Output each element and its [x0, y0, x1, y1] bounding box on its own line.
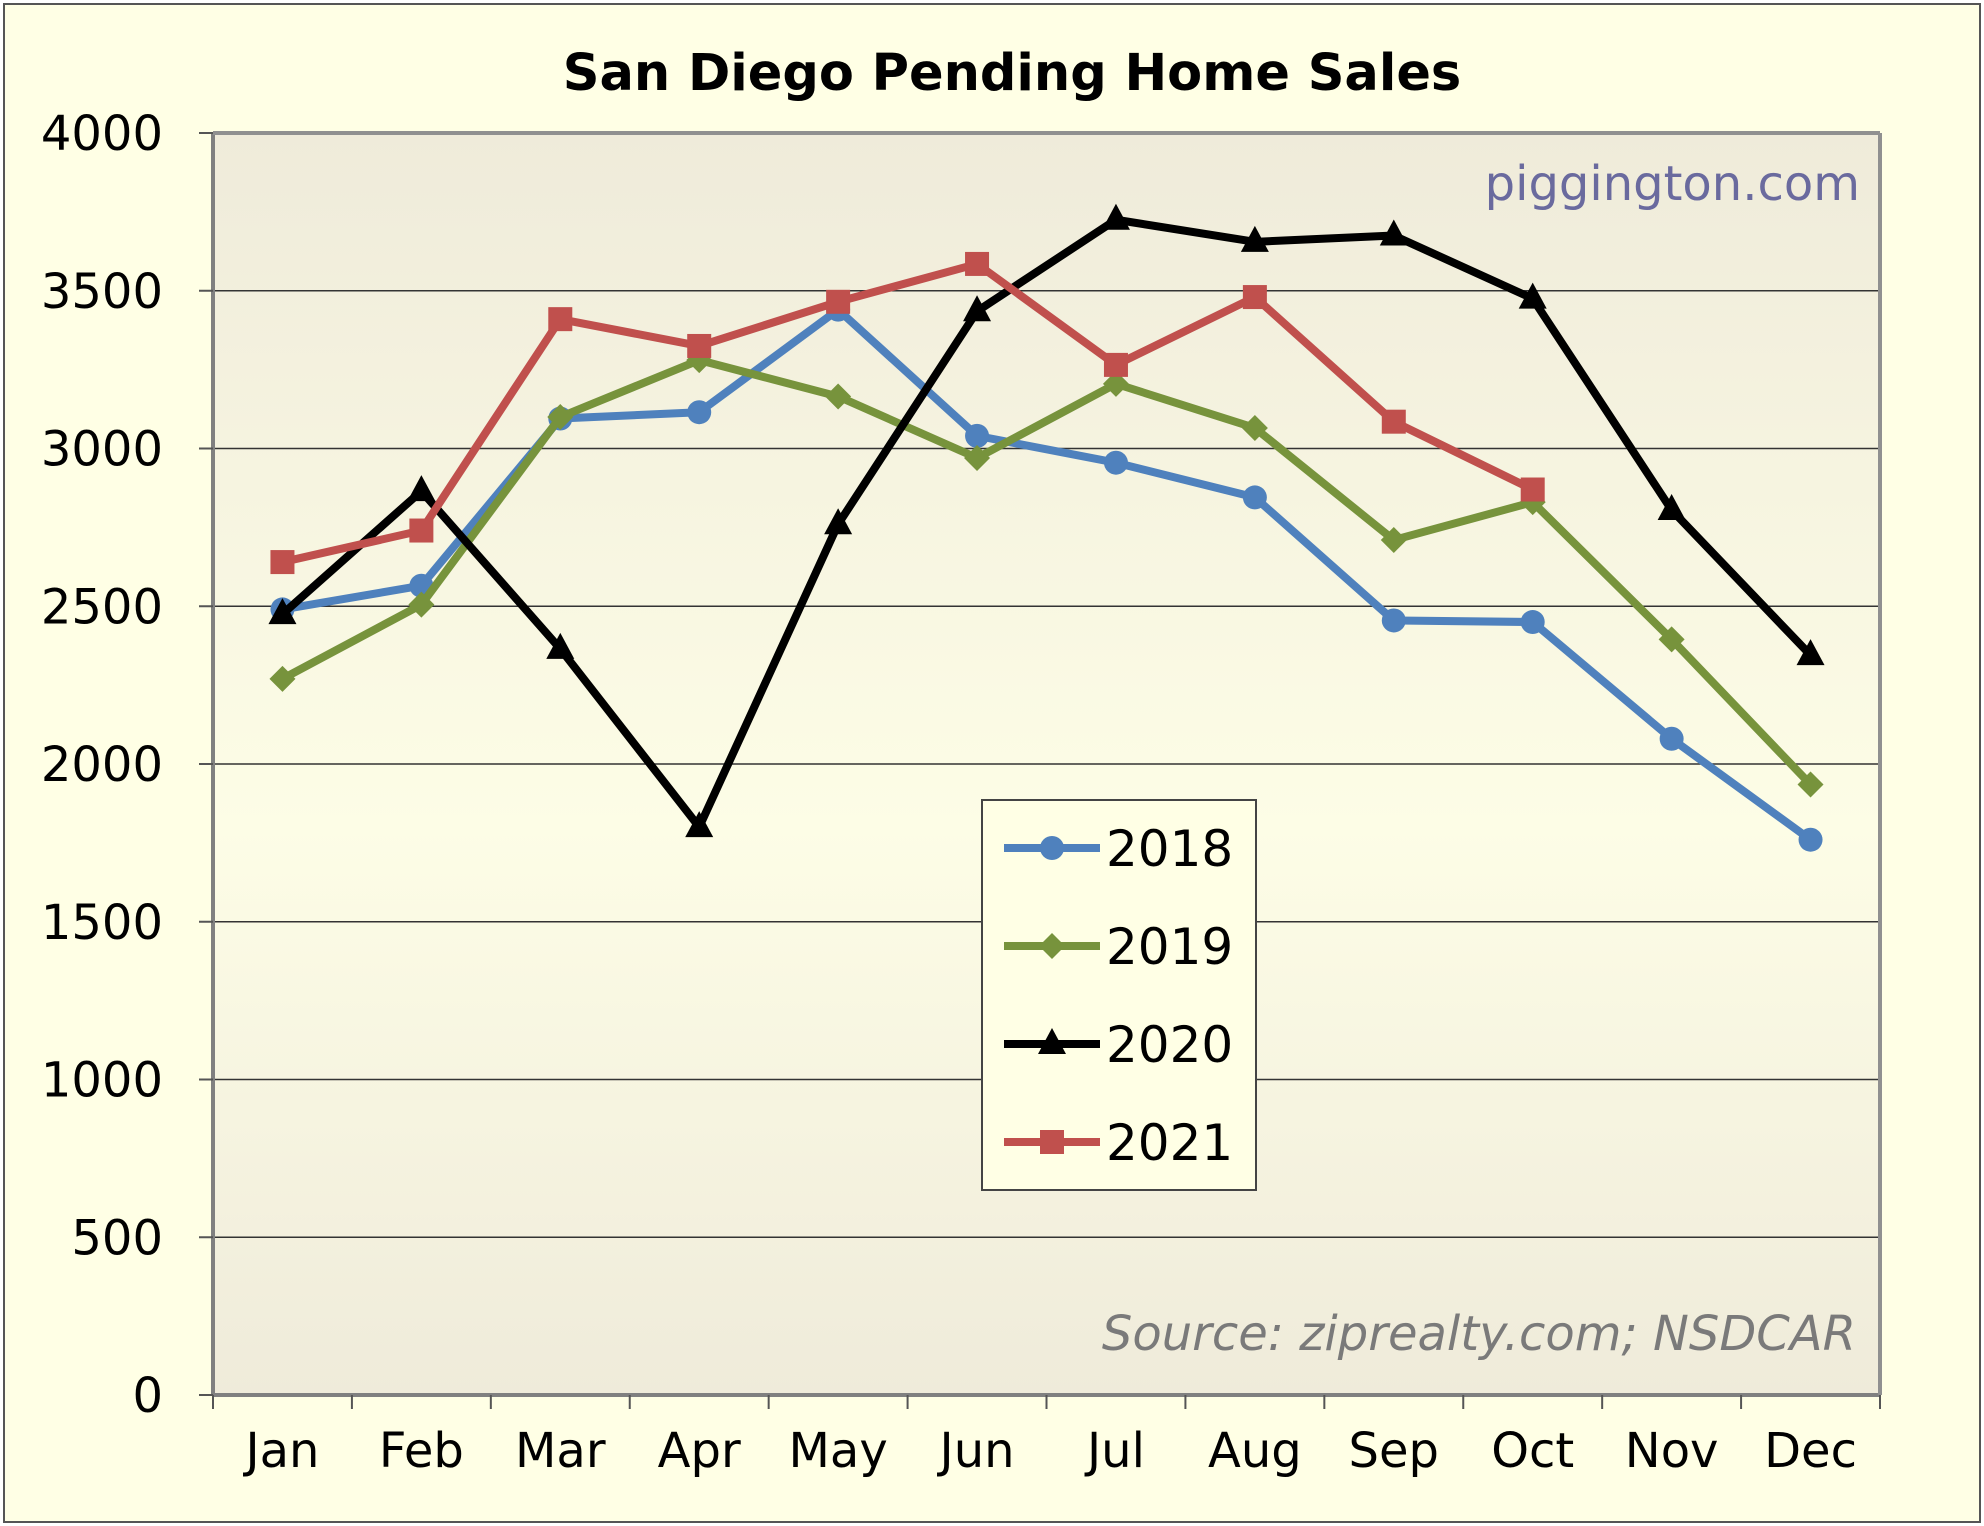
x-tick-label: May [789, 1423, 888, 1479]
x-tick-label: Sep [1349, 1423, 1439, 1479]
data-point-2021 [965, 251, 990, 276]
x-tick-label: Apr [658, 1423, 741, 1479]
data-point-2021 [1242, 285, 1267, 310]
x-tick-label: Jul [1084, 1423, 1145, 1479]
x-tick-label: Feb [379, 1423, 464, 1479]
legend-label: 2020 [1106, 1016, 1233, 1074]
x-tick-label: Aug [1208, 1423, 1302, 1479]
y-tick-label: 2500 [41, 579, 163, 635]
x-tick-label: Dec [1764, 1423, 1857, 1479]
legend-item: 2019 [1004, 918, 1233, 976]
data-point-2020 [546, 632, 575, 659]
y-tick-label: 1500 [41, 895, 163, 951]
legend-item: 2018 [1004, 820, 1233, 878]
x-tick-label: Oct [1491, 1423, 1574, 1479]
data-point-2020 [685, 811, 714, 838]
legend-item: 2020 [1004, 1016, 1233, 1074]
y-tick-label: 3500 [41, 264, 163, 320]
data-point-2020 [1657, 494, 1686, 521]
series-2020 [268, 203, 1825, 838]
data-point-2020 [963, 295, 992, 322]
legend-label: 2021 [1106, 1114, 1233, 1172]
data-point-2019 [1380, 526, 1407, 553]
legend-marker [1040, 836, 1064, 860]
data-point-2018 [1381, 608, 1406, 633]
data-point-2020 [407, 475, 436, 502]
series-line-2019 [280, 356, 1814, 788]
data-point-2019 [408, 591, 435, 618]
data-point-2021 [687, 333, 712, 358]
y-tick-label: 0 [132, 1368, 163, 1424]
x-axis-ticks: Jan Feb Mar Apr May Jun Jul Aug Sep Oct Nov Dec [212, 1395, 1881, 1479]
y-tick-label: 4000 [41, 106, 163, 162]
data-point-2020 [1101, 203, 1130, 230]
data-point-2019 [1797, 771, 1824, 798]
data-point-2021 [409, 518, 434, 543]
chart-title: San Diego Pending Home Sales [563, 44, 1462, 103]
data-point-2018 [1103, 450, 1128, 475]
data-point-2021 [826, 289, 851, 314]
data-point-2019 [269, 665, 296, 692]
data-point-2021 [548, 307, 573, 332]
y-axis-ticks: 0 500 1000 1500 2000 2500 3000 3500 4000 [41, 106, 213, 1424]
legend-marker [1040, 1130, 1064, 1154]
data-point-2018 [965, 423, 990, 448]
legend-box [981, 799, 1257, 1191]
data-point-2020 [1518, 282, 1547, 309]
data-point-2020 [824, 508, 853, 535]
series-group [268, 203, 1825, 852]
data-point-2021 [1520, 477, 1545, 502]
data-point-2018 [1798, 827, 1823, 852]
series-line-2020 [279, 215, 1814, 832]
data-point-2018 [1520, 610, 1545, 635]
series-line-2021 [281, 259, 1535, 566]
data-point-2018 [687, 400, 712, 425]
legend-label: 2018 [1106, 820, 1233, 878]
legend-label: 2019 [1106, 918, 1233, 976]
data-point-2018 [1242, 485, 1267, 510]
y-tick-label: 3000 [41, 422, 163, 478]
legend-marker [1039, 933, 1065, 959]
y-tick-label: 1000 [41, 1053, 163, 1109]
data-point-2019 [1241, 414, 1268, 441]
source-note: Source: ziprealty.com; NSDCAR [1102, 1306, 1856, 1362]
legend-item: 2021 [1004, 1114, 1233, 1172]
x-tick-label: Nov [1625, 1423, 1719, 1479]
x-tick-label: Jun [937, 1423, 1015, 1479]
data-point-2019 [964, 444, 991, 471]
data-point-2020 [1379, 219, 1408, 246]
data-point-2021 [1381, 409, 1406, 434]
legend: 2018 2019 2020 2021 [981, 799, 1257, 1191]
data-point-2020 [1796, 639, 1825, 666]
data-point-2019 [1102, 370, 1129, 397]
y-tick-label: 500 [71, 1210, 163, 1266]
watermark: piggington.com [1485, 156, 1860, 212]
data-point-2021 [270, 550, 295, 575]
data-point-2020 [1240, 225, 1269, 252]
data-point-2019 [825, 383, 852, 410]
data-point-2019 [547, 403, 574, 430]
y-tick-label: 2000 [41, 737, 163, 793]
x-tick-label: Mar [515, 1423, 606, 1479]
data-point-2019 [1658, 626, 1685, 653]
series-2021 [270, 251, 1545, 575]
data-point-2021 [1103, 352, 1128, 377]
x-tick-label: Jan [242, 1423, 319, 1479]
data-point-2020 [268, 598, 297, 625]
data-point-2018 [1659, 726, 1684, 751]
legend-marker [1038, 1028, 1066, 1054]
